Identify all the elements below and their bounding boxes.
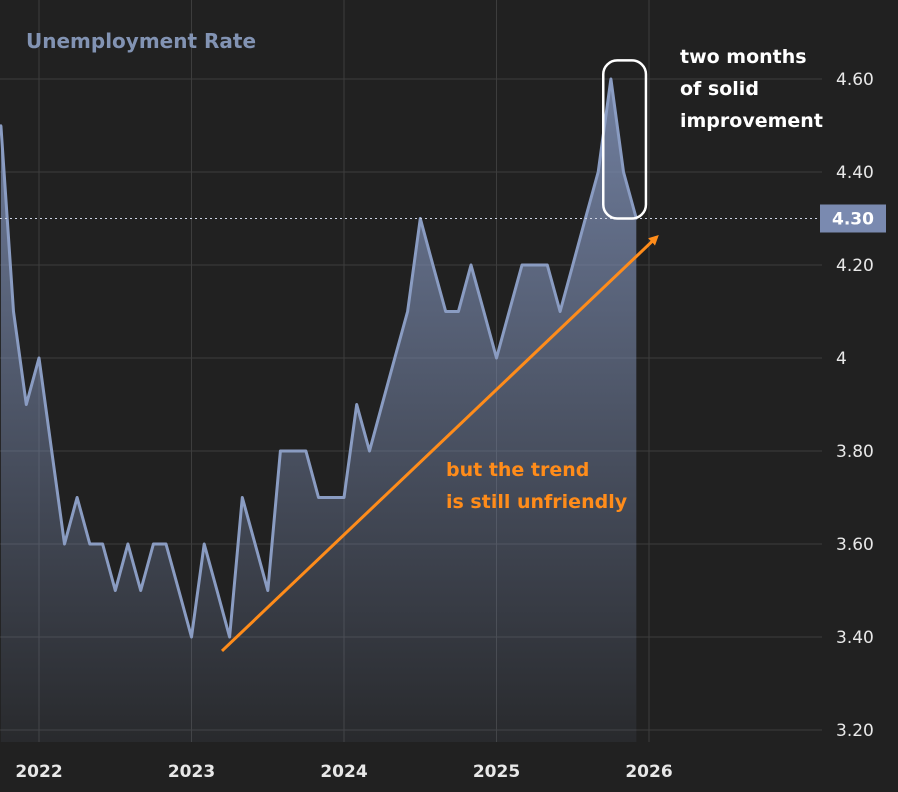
data-point <box>546 264 548 266</box>
data-point <box>114 589 116 591</box>
data-point <box>101 543 103 545</box>
y-tick-label: 4.40 <box>836 163 874 183</box>
box-annotation-line: of solid <box>680 78 759 100</box>
data-point <box>50 450 52 452</box>
data-point <box>317 496 319 498</box>
data-point <box>305 450 307 452</box>
trend-annotation-line: is still unfriendly <box>446 491 628 513</box>
data-point <box>279 450 281 452</box>
data-point <box>267 589 269 591</box>
data-point <box>572 264 574 266</box>
x-tick-label: 2026 <box>625 762 672 782</box>
data-point <box>559 310 561 312</box>
data-point <box>89 543 91 545</box>
data-point <box>483 310 485 312</box>
chart-title: Unemployment Rate <box>26 29 256 53</box>
data-point <box>330 496 332 498</box>
data-point <box>127 543 129 545</box>
data-point <box>140 589 142 591</box>
data-point <box>457 310 459 312</box>
data-point <box>12 310 14 312</box>
data-point <box>292 450 294 452</box>
data-point <box>254 543 256 545</box>
data-point <box>63 543 65 545</box>
data-point <box>368 450 370 452</box>
data-point <box>178 589 180 591</box>
y-tick-label: 3.40 <box>836 628 874 648</box>
data-point <box>165 543 167 545</box>
data-point <box>152 543 154 545</box>
x-tick-label: 2022 <box>15 762 62 782</box>
data-point <box>343 496 345 498</box>
data-point <box>533 264 535 266</box>
y-tick-label: 4.60 <box>836 70 874 90</box>
data-point <box>445 310 447 312</box>
data-point <box>622 171 624 173</box>
y-tick-label: 3.80 <box>836 442 874 462</box>
data-point <box>394 357 396 359</box>
data-point <box>406 310 408 312</box>
y-tick-label: 3.20 <box>836 721 874 741</box>
series-area <box>0 78 638 742</box>
y-tick-label: 4.20 <box>836 256 874 276</box>
x-tick-label: 2024 <box>320 762 367 782</box>
x-tick-label: 2025 <box>473 762 520 782</box>
series-area-fill <box>1 79 636 742</box>
data-point <box>432 264 434 266</box>
y-tick-label: 3.60 <box>836 535 874 555</box>
y-axis: 3.20 3.40 3.60 3.80 4 4.20 4.40 4.60 <box>836 70 874 741</box>
x-axis: 2022 2023 2024 2025 2026 <box>15 762 672 782</box>
data-point <box>38 357 40 359</box>
data-point <box>610 78 612 80</box>
box-annotation-line: improvement <box>680 110 823 132</box>
data-point <box>355 403 357 405</box>
data-point <box>216 589 218 591</box>
box-annotation-line: two months <box>680 46 807 68</box>
data-point <box>597 171 599 173</box>
data-point <box>241 496 243 498</box>
data-point <box>190 636 192 638</box>
x-tick-label: 2023 <box>168 762 215 782</box>
data-point <box>521 264 523 266</box>
data-point <box>203 543 205 545</box>
data-point <box>25 403 27 405</box>
data-point <box>495 357 497 359</box>
trend-annotation-line: but the trend <box>446 459 589 481</box>
data-point <box>228 636 230 638</box>
last-value-label: 4.30 <box>832 210 874 230</box>
data-point <box>76 496 78 498</box>
y-tick-label: 4 <box>836 349 847 369</box>
data-point <box>470 264 472 266</box>
data-point <box>381 403 383 405</box>
data-point <box>508 310 510 312</box>
